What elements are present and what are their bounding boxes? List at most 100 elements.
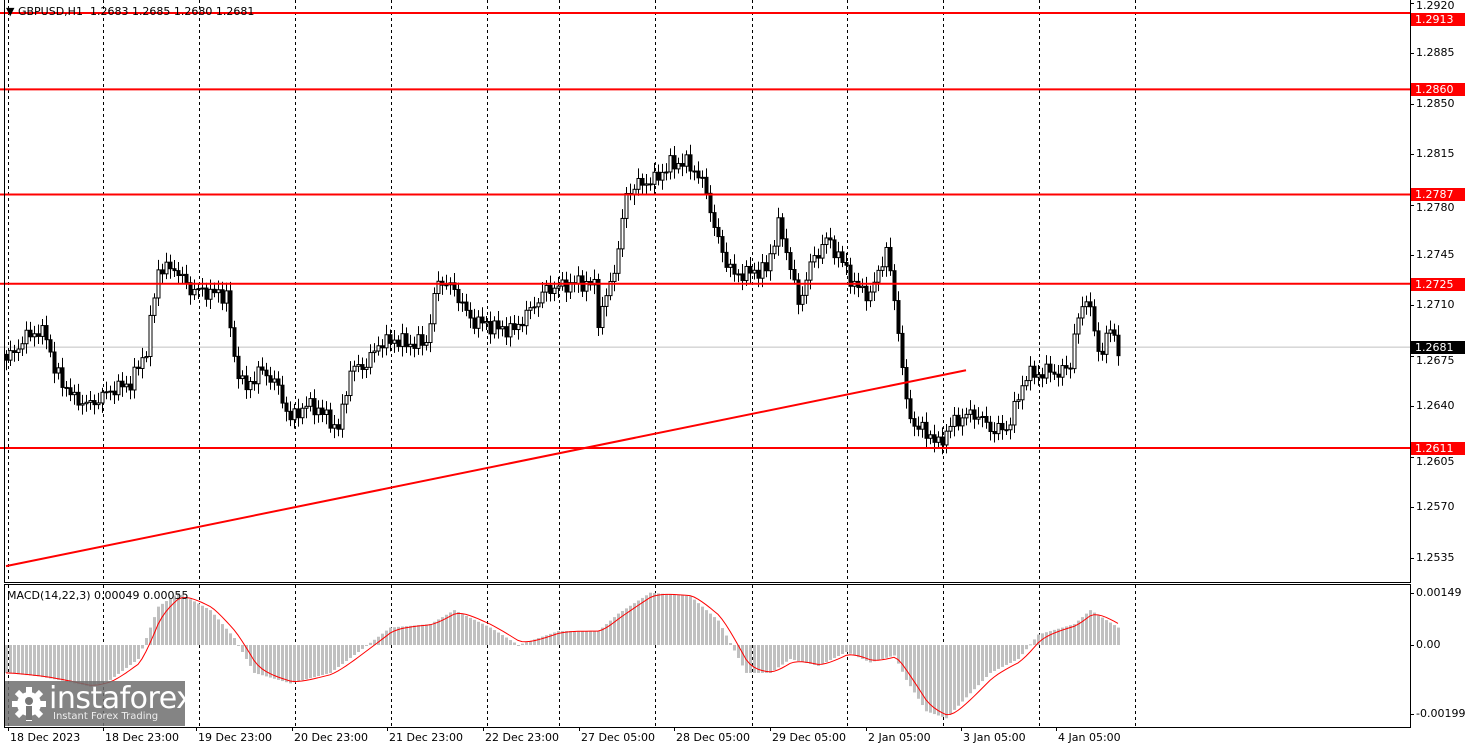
macd-histogram-bar: [761, 645, 764, 673]
candle: [1084, 295, 1089, 315]
candle: [912, 411, 917, 437]
candle: [948, 417, 953, 439]
macd-histogram-bar: [89, 645, 92, 687]
candle: [660, 163, 665, 190]
price-tick-label: 1.2675: [1416, 354, 1455, 368]
time-tick-label: 21 Dec 23:00: [389, 731, 463, 744]
bear-candle-body: [64, 386, 69, 389]
bull-candle-body: [144, 356, 149, 359]
candle: [80, 394, 85, 415]
macd-histogram-bar: [425, 624, 428, 646]
candle: [456, 282, 461, 312]
candle: [124, 375, 129, 393]
bull-candle-body: [240, 375, 245, 380]
candle: [592, 269, 597, 295]
time-tick: [674, 727, 675, 731]
macd-histogram-bar: [685, 595, 688, 646]
macd-histogram-bar: [309, 645, 312, 679]
bull-candle-body: [224, 290, 229, 304]
candle: [140, 347, 145, 379]
candle: [916, 416, 921, 437]
bull-candle-body: [376, 345, 381, 352]
candle: [696, 161, 701, 184]
candle: [348, 361, 353, 402]
time-tick: [961, 727, 962, 731]
candle: [1040, 367, 1045, 388]
candle: [400, 323, 405, 357]
candle: [768, 244, 773, 281]
macd-histogram-bar: [861, 645, 864, 659]
bear-candle-body: [288, 410, 293, 421]
candle: [1028, 356, 1033, 391]
candle: [608, 272, 613, 301]
macd-tick-label: 0.00: [1416, 638, 1441, 651]
price-tick: [1410, 507, 1414, 509]
bear-candle-body: [672, 155, 677, 170]
candle: [132, 358, 137, 399]
dropdown-triangle-icon[interactable]: ▼: [6, 5, 15, 18]
macd-histogram-bar: [289, 645, 292, 684]
bull-candle-body: [340, 403, 345, 430]
price-chart[interactable]: [0, 0, 1410, 582]
candle: [380, 339, 385, 358]
bear-candle-body: [456, 288, 461, 304]
bull-candle-body: [516, 323, 521, 331]
candle: [840, 245, 845, 268]
candle: [868, 285, 873, 308]
candle: [492, 316, 497, 339]
bear-candle-body: [212, 288, 217, 294]
macd-histogram-bar: [581, 631, 584, 646]
macd-chart[interactable]: [0, 585, 1410, 727]
candle: [832, 235, 837, 265]
bull-candle-body: [1060, 365, 1065, 378]
bull-candle-body: [532, 306, 537, 309]
macd-histogram-bar: [725, 635, 728, 646]
bull-candle-body: [256, 366, 261, 385]
bear-candle-body: [76, 391, 81, 406]
time-tick-label: 3 Jan 05:00: [963, 731, 1026, 744]
time-tick: [579, 727, 580, 731]
macd-histogram-bar: [85, 645, 88, 687]
bull-candle-body: [604, 295, 609, 307]
macd-histogram-bar: [405, 626, 408, 646]
macd-histogram-bar: [721, 628, 724, 646]
macd-histogram-bar: [973, 645, 976, 690]
macd-histogram-bar: [613, 617, 616, 646]
bull-candle-body: [24, 329, 29, 345]
macd-histogram-bar: [777, 645, 780, 668]
bull-candle-body: [768, 253, 773, 272]
candle: [656, 164, 661, 186]
time-tick-label: 29 Dec 05:00: [772, 731, 846, 744]
price-tick-label: 1.2745: [1416, 247, 1455, 261]
macd-histogram-bar: [29, 645, 32, 676]
candle: [668, 148, 673, 180]
candle: [1016, 393, 1021, 410]
bear-candle-body: [276, 378, 281, 386]
time-tick-label: 4 Jan 05:00: [1058, 731, 1121, 744]
bull-candle-body: [1024, 380, 1029, 387]
macd-histogram-bar: [217, 619, 220, 646]
candle: [212, 282, 217, 298]
macd-histogram-bar: [693, 599, 696, 646]
macd-histogram-bar: [269, 645, 272, 678]
candle: [736, 269, 741, 283]
bull-candle-body: [968, 409, 973, 415]
macd-histogram-bar: [789, 645, 792, 659]
macd-histogram-bar: [841, 645, 844, 654]
candle: [900, 325, 905, 376]
candle: [100, 387, 105, 413]
bull-candle-body: [952, 414, 957, 427]
bear-candle-body: [244, 375, 249, 391]
macd-signal-line: [5, 593, 1119, 716]
candle: [528, 301, 533, 320]
bull-candle-body: [660, 171, 665, 181]
bull-candle-body: [920, 421, 925, 430]
macd-histogram-bar: [441, 617, 444, 646]
candle: [532, 296, 537, 315]
price-tick-label: 1.2535: [1416, 550, 1455, 564]
candle: [984, 406, 989, 429]
macd-histogram-bar: [1105, 620, 1108, 646]
macd-histogram-bar: [61, 645, 64, 681]
bear-candle-body: [112, 390, 117, 396]
macd-histogram-bar: [257, 645, 260, 675]
